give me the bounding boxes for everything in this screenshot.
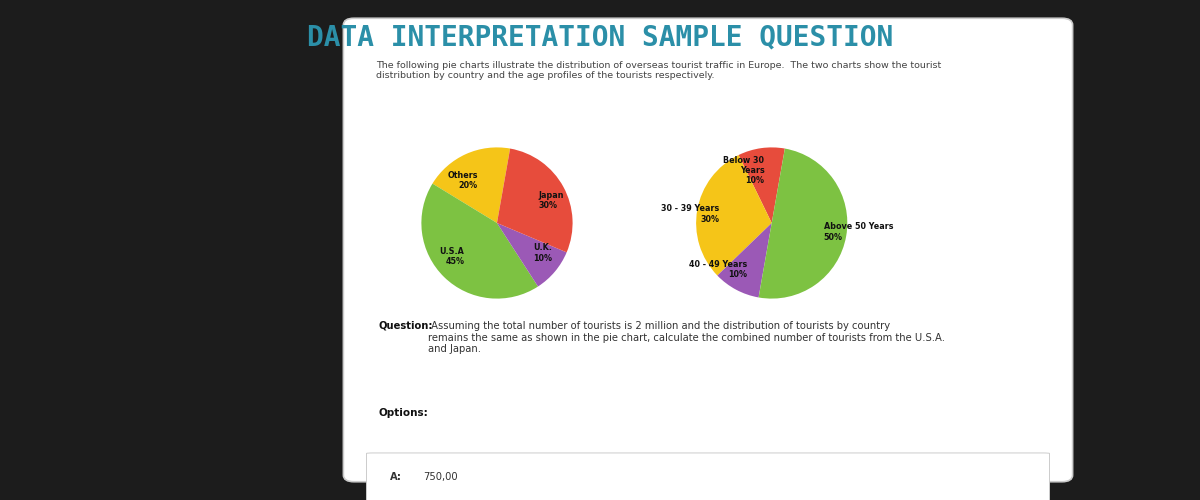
FancyBboxPatch shape <box>343 18 1073 482</box>
Text: Others
20%: Others 20% <box>448 170 478 190</box>
Wedge shape <box>497 223 566 286</box>
Text: Japan
30%: Japan 30% <box>538 191 564 210</box>
Wedge shape <box>432 148 510 223</box>
Text: Above 50 Years
50%: Above 50 Years 50% <box>824 222 893 242</box>
Text: U.K.
10%: U.K. 10% <box>533 244 552 263</box>
Wedge shape <box>497 148 572 252</box>
FancyBboxPatch shape <box>366 453 1050 500</box>
Text: DATA INTERPRETATION SAMPLE QUESTION: DATA INTERPRETATION SAMPLE QUESTION <box>307 24 893 52</box>
Text: Assuming the total number of tourists is 2 million and the distribution of touri: Assuming the total number of tourists is… <box>427 321 944 354</box>
Text: U.S.A
45%: U.S.A 45% <box>439 247 464 266</box>
Wedge shape <box>421 184 538 298</box>
Text: Below 30
Years
10%: Below 30 Years 10% <box>724 156 764 186</box>
Wedge shape <box>718 223 772 298</box>
Text: Options:: Options: <box>378 408 428 418</box>
Text: Question:: Question: <box>378 321 433 331</box>
Text: 40 - 49 Years
10%: 40 - 49 Years 10% <box>689 260 746 280</box>
Text: 30 - 39 Years
30%: 30 - 39 Years 30% <box>661 204 720 224</box>
Wedge shape <box>758 148 847 298</box>
Wedge shape <box>696 155 772 276</box>
Text: 750,00: 750,00 <box>424 472 458 482</box>
Wedge shape <box>738 148 785 223</box>
Text: The following pie charts illustrate the distribution of overseas tourist traffic: The following pie charts illustrate the … <box>377 60 942 80</box>
Text: A:: A: <box>390 472 402 482</box>
